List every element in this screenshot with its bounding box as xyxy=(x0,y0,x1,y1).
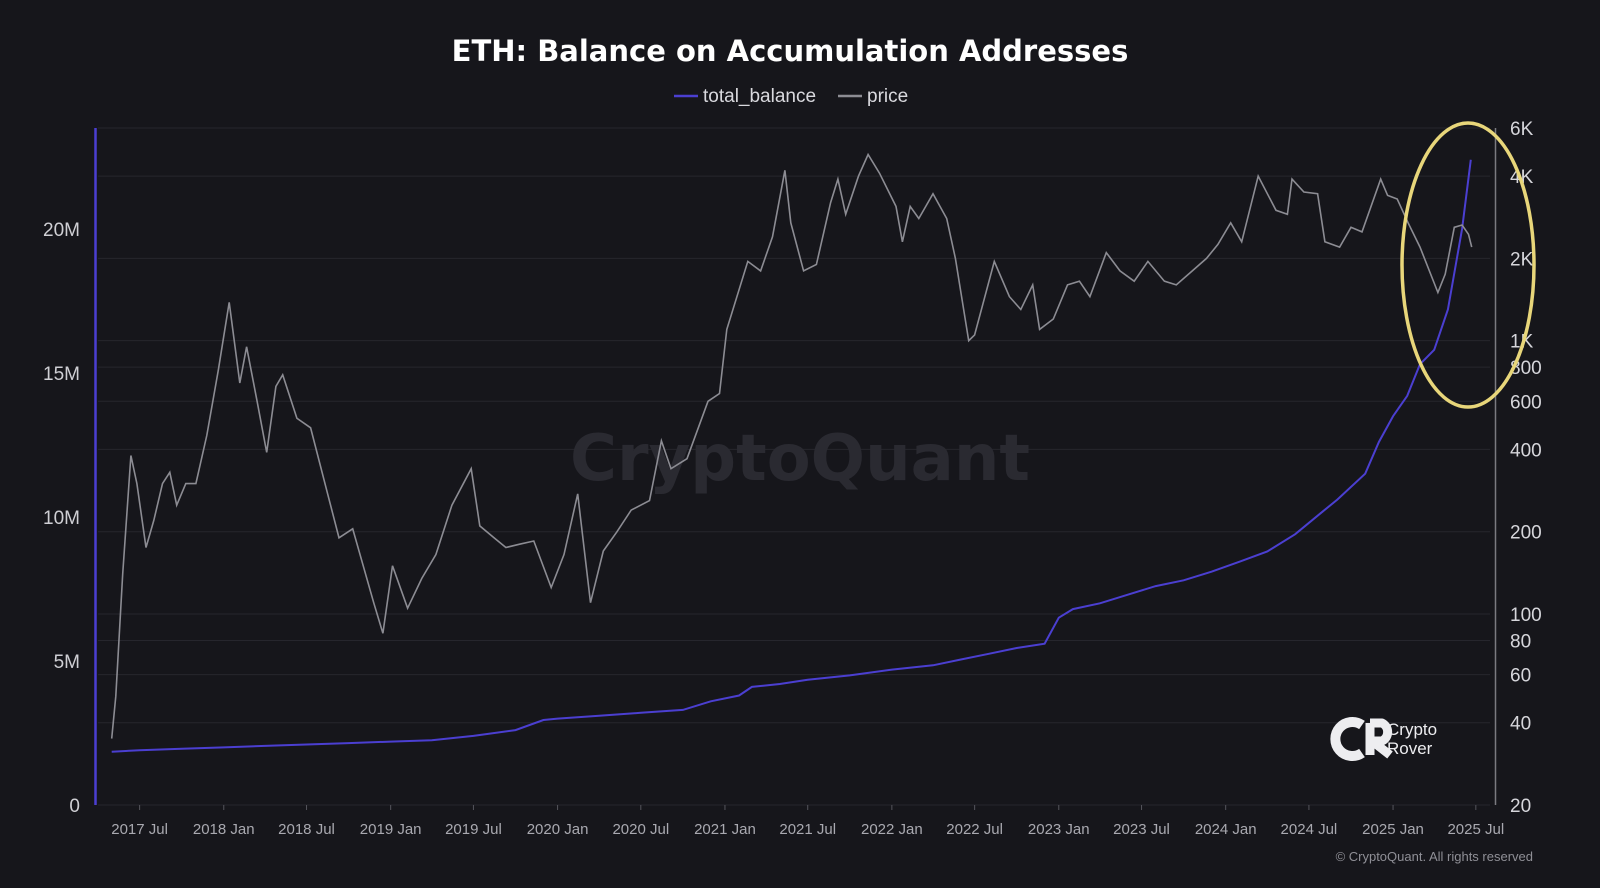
x-tick-label-9: 2022 Jan xyxy=(861,821,923,838)
highlight-ellipse xyxy=(1400,121,1536,409)
left-tick-label-0: 0 xyxy=(69,796,80,817)
legend-label-price[interactable]: price xyxy=(867,86,908,107)
x-tick-label-13: 2024 Jan xyxy=(1195,821,1257,838)
chart-title: ETH: Balance on Accumulation Addresses xyxy=(452,34,1129,68)
right-tick-label-9: 80 xyxy=(1510,631,1531,652)
right-tick-label-11: 40 xyxy=(1510,714,1531,735)
right-tick-label-6: 400 xyxy=(1510,440,1542,461)
watermark: CryptoQuant xyxy=(570,422,1030,496)
left-tick-label-1: 5M xyxy=(54,652,80,673)
copyright-text: © CryptoQuant. All rights reserved xyxy=(1336,849,1533,864)
x-tick-label-8: 2021 Jul xyxy=(779,821,836,838)
right-tick-label-0: 6K xyxy=(1510,119,1534,140)
right-tick-label-7: 200 xyxy=(1510,523,1542,544)
x-tick-label-6: 2020 Jul xyxy=(612,821,669,838)
right-tick-label-8: 100 xyxy=(1510,605,1542,626)
logo-r-shape xyxy=(1365,718,1393,759)
right-tick-label-12: 20 xyxy=(1510,796,1531,817)
right-tick-label-5: 600 xyxy=(1510,392,1542,413)
left-tick-label-2: 10M xyxy=(43,508,80,529)
left-tick-label-4: 20M xyxy=(43,220,80,241)
x-tick-label-0: 2017 Jul xyxy=(111,821,168,838)
logo-c-shape xyxy=(1330,717,1365,761)
x-tick-label-12: 2023 Jul xyxy=(1113,821,1170,838)
legend-label-total-balance[interactable]: total_balance xyxy=(703,86,816,107)
left-tick-label-3: 15M xyxy=(43,364,80,385)
x-tick-label-7: 2021 Jan xyxy=(694,821,756,838)
x-tick-label-5: 2020 Jan xyxy=(527,821,589,838)
right-tick-label-4: 800 xyxy=(1510,358,1542,379)
right-tick-label-10: 60 xyxy=(1510,666,1531,687)
legend[interactable]: total_balance price xyxy=(674,86,908,107)
series-line-total-balance xyxy=(111,159,1472,753)
logo-text-line2: Rover xyxy=(1387,739,1433,758)
series-line-price xyxy=(110,152,1473,739)
x-tick-label-2: 2018 Jul xyxy=(278,821,335,838)
x-tick-label-15: 2025 Jan xyxy=(1362,821,1424,838)
x-tick-label-3: 2019 Jan xyxy=(360,821,422,838)
x-tick-label-16: 2025 Jul xyxy=(1447,821,1504,838)
x-tick-label-11: 2023 Jan xyxy=(1028,821,1090,838)
grid xyxy=(98,127,1490,806)
x-tick-label-1: 2018 Jan xyxy=(193,821,255,838)
x-tick-label-10: 2022 Jul xyxy=(946,821,1003,838)
x-axis-ticks: 2017 Jul 2018 Jan 2018 Jul 2019 Jan 2019 Jul… xyxy=(111,805,1504,838)
x-tick-label-14: 2024 Jul xyxy=(1281,821,1338,838)
x-tick-label-4: 2019 Jul xyxy=(445,821,502,838)
left-axis-ticks: 0 5M 10M 15M 20M xyxy=(43,220,80,817)
logo-text-line1: Crypto xyxy=(1387,720,1437,739)
right-tick-label-2: 2K xyxy=(1510,249,1534,270)
crypto-rover-logo: Crypto Rover xyxy=(1330,717,1437,761)
